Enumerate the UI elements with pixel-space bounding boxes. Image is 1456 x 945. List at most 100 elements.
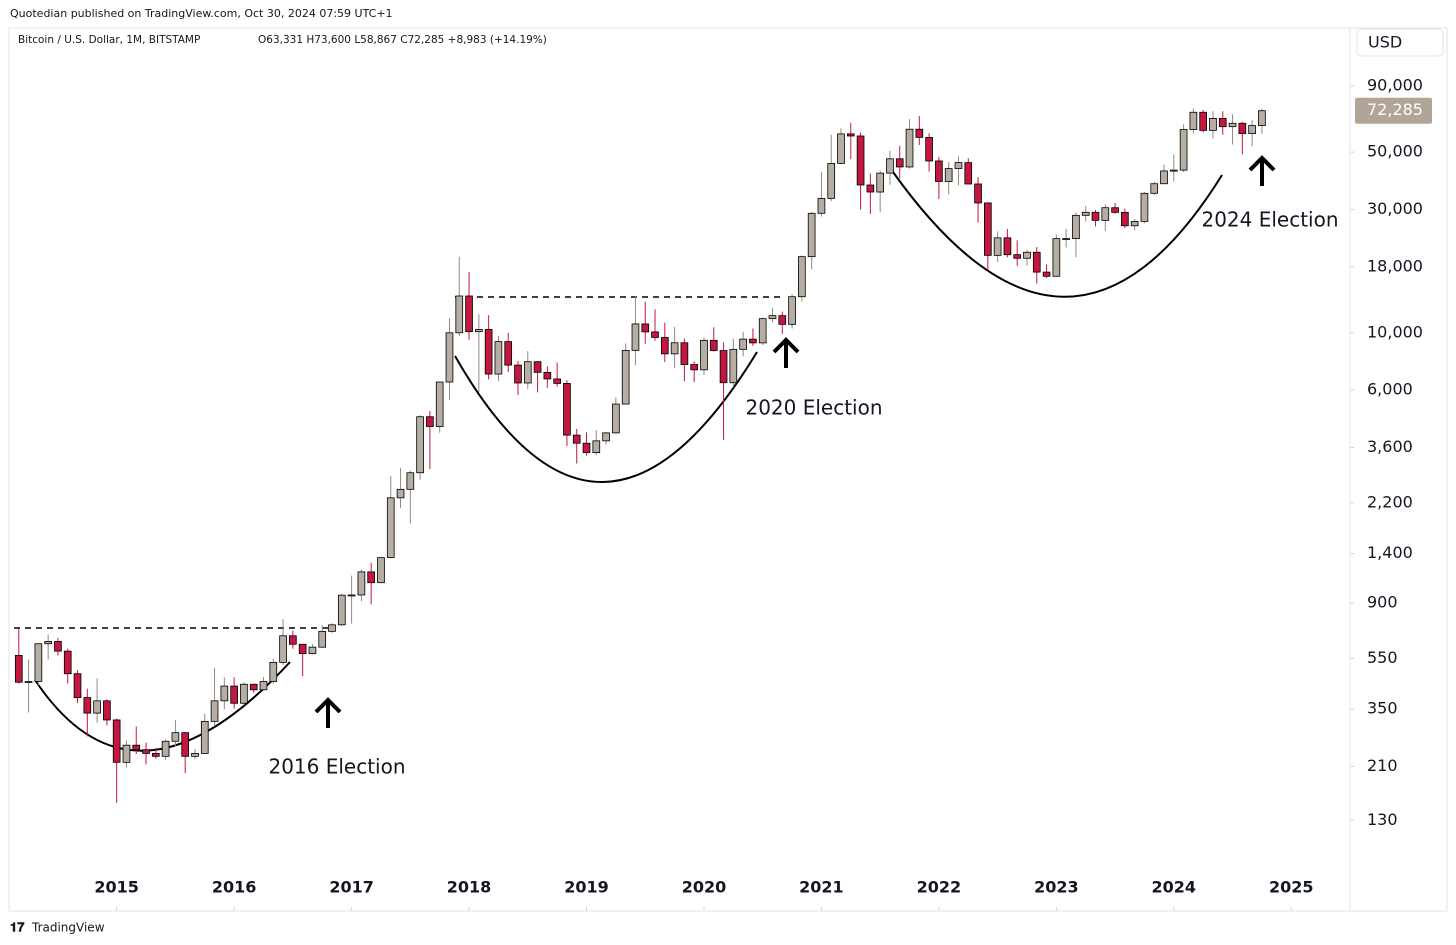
candle-body <box>220 685 229 702</box>
candle-body <box>641 323 650 333</box>
candle-body <box>396 488 405 499</box>
candle-body <box>954 162 963 169</box>
candle-body <box>1179 129 1188 171</box>
candle-body <box>817 197 826 214</box>
candle-body <box>749 338 757 344</box>
candle-body <box>778 315 787 325</box>
cup-curve <box>892 171 1223 298</box>
candle-body <box>1169 169 1178 172</box>
candle-body <box>758 318 767 344</box>
candle-body <box>788 296 796 325</box>
candle-body <box>1189 111 1198 130</box>
candle-body <box>455 295 464 334</box>
y-tick-label: 6,000 <box>1367 380 1413 399</box>
candle-body <box>63 650 72 675</box>
candle-body <box>475 329 483 333</box>
candle-body <box>1238 122 1247 134</box>
candle-body <box>837 133 845 164</box>
candle-body <box>895 158 904 168</box>
candle-body <box>1081 211 1090 216</box>
candle-body <box>856 135 865 186</box>
candle-body <box>700 339 708 371</box>
candle-body <box>553 378 561 384</box>
candle-body <box>729 348 738 384</box>
y-tick-label: 1,400 <box>1367 543 1413 562</box>
candle-body <box>465 295 473 333</box>
candle-body <box>1218 118 1227 128</box>
candle-body <box>112 719 121 763</box>
candle-body <box>846 133 855 137</box>
candle-body <box>993 237 1002 256</box>
candle-body <box>1258 110 1266 126</box>
candle-body <box>680 342 689 365</box>
candle-body <box>73 673 82 699</box>
candle-body <box>964 162 973 185</box>
candle-body <box>690 364 699 371</box>
candle-body <box>132 744 141 751</box>
y-tick-label: 900 <box>1367 593 1398 612</box>
arrow <box>772 337 800 368</box>
candle-body <box>14 655 23 683</box>
candle-body <box>543 371 552 380</box>
candle-body <box>563 383 571 436</box>
candle-body <box>1072 214 1080 239</box>
candle-body <box>905 128 914 168</box>
x-tick-label: 2017 <box>329 878 374 897</box>
cup-curves <box>34 171 1223 752</box>
y-tick-label: 30,000 <box>1367 199 1423 218</box>
candle-body <box>279 635 287 663</box>
candle-body <box>1062 238 1070 240</box>
candle-body <box>925 136 933 162</box>
x-tick-label: 2021 <box>799 878 844 897</box>
candle-body <box>621 349 630 405</box>
candle-body <box>318 630 327 648</box>
candle-body <box>269 661 278 682</box>
resistance-lines <box>14 296 785 629</box>
currency-box[interactable] <box>1356 28 1444 57</box>
y-tick-label: 3,600 <box>1367 437 1413 456</box>
candle-body <box>426 416 434 427</box>
last-price-box <box>1355 97 1432 124</box>
candle-body <box>807 212 816 258</box>
y-tick-label: 350 <box>1367 699 1398 718</box>
x-tick-label: 2024 <box>1152 878 1197 897</box>
x-tick-label: 2015 <box>94 878 139 897</box>
candle-body <box>915 128 924 138</box>
published-line: Quotedian published on TradingView.com, … <box>10 7 393 20</box>
candle-body <box>798 256 806 298</box>
candle-body <box>1209 118 1217 131</box>
cup-curve <box>454 351 758 483</box>
candle-body <box>240 683 248 704</box>
candle-body <box>504 341 513 366</box>
candle-body <box>122 744 131 763</box>
candle-body <box>602 432 610 442</box>
candle-body <box>670 342 679 355</box>
candle-body <box>1160 170 1168 185</box>
candle-body <box>1101 207 1110 221</box>
candle-body <box>347 594 356 597</box>
candle-body <box>210 700 219 722</box>
candle-body <box>935 160 943 182</box>
candle-body <box>54 641 62 652</box>
candle-body <box>367 571 375 584</box>
y-tick-label: 90,000 <box>1367 76 1423 95</box>
annotation: 2024 Election <box>1201 208 1338 232</box>
y-tick-label: 130 <box>1367 810 1398 829</box>
symbol-title: Bitcoin / U.S. Dollar, 1M, BITSTAMP <box>18 34 200 46</box>
candle-body <box>161 740 170 757</box>
candle-body <box>1150 183 1159 194</box>
candle-body <box>445 332 454 383</box>
x-tick-label: 2019 <box>564 878 609 897</box>
ohlc-readout: O63,331 H73,600 L58,867 C72,285 +8,983 (… <box>258 34 547 46</box>
currency-label: USD <box>1368 33 1402 52</box>
y-tick-label: 50,000 <box>1367 142 1423 161</box>
candle-body <box>984 202 992 256</box>
candle-body <box>631 323 640 351</box>
candle-body <box>484 329 493 375</box>
candle-body <box>1140 192 1149 222</box>
candle-body <box>151 753 160 757</box>
candle-body <box>103 700 111 721</box>
candle-body <box>660 337 669 355</box>
candle-body <box>357 571 366 596</box>
candle-body <box>259 681 268 691</box>
